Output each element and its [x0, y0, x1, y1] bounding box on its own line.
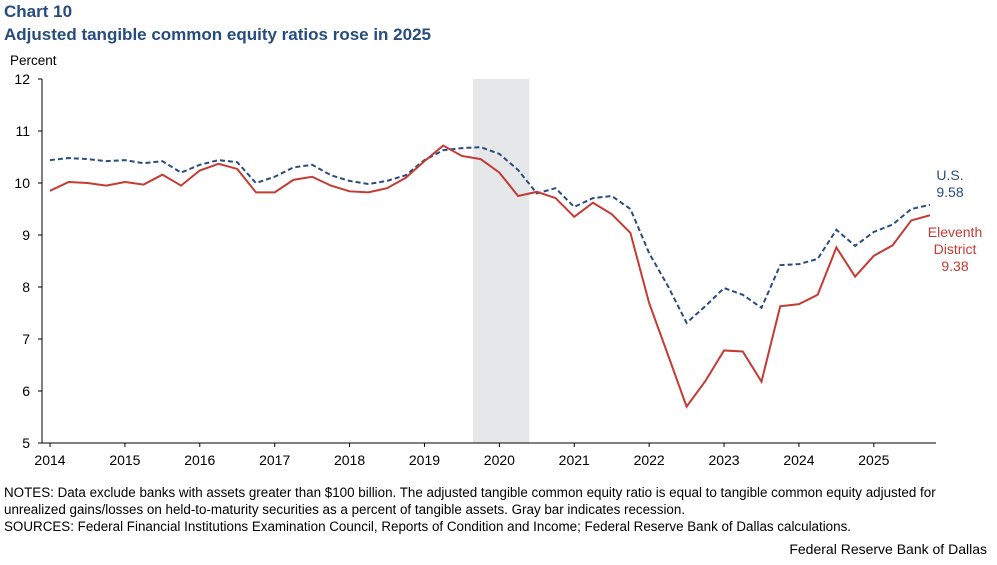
series-line	[49, 144, 931, 409]
x-tick-label: 2020	[484, 452, 515, 468]
y-axis-label: Percent	[10, 53, 57, 68]
y-tick-label: 11	[15, 123, 30, 139]
series-label-line: Eleventh	[928, 224, 982, 240]
y-tick-label: 5	[22, 435, 30, 451]
x-tick-label: 2019	[409, 452, 440, 468]
x-tick-label: 2018	[334, 452, 365, 468]
value-label: 9.58	[936, 184, 963, 200]
x-tick-label: 2015	[109, 452, 140, 468]
x-tick-label: 2023	[708, 452, 739, 468]
recession-band	[473, 79, 530, 443]
series-label: Eleventh District	[928, 224, 982, 257]
x-tick-label: 2016	[184, 452, 215, 468]
series-label-line: U.S.	[936, 167, 963, 183]
chart-title: Chart 10	[4, 2, 72, 21]
y-tick-label: 9	[22, 227, 30, 243]
sources-text: SOURCES: Federal Financial Institutions …	[4, 519, 851, 534]
x-tick-label: 2014	[34, 452, 65, 468]
x-tick-label: 2022	[634, 452, 665, 468]
value-label: 9.38	[941, 258, 968, 274]
chart-subtitle: Adjusted tangible common equity ratios r…	[4, 25, 431, 44]
x-tick-label: 2024	[783, 452, 814, 468]
x-tick-label: 2025	[858, 452, 889, 468]
chart: Chart 10 Adjusted tangible common equity…	[4, 2, 982, 468]
series-line	[49, 146, 931, 325]
notes: NOTES: Data exclude banks with assets gr…	[4, 484, 994, 535]
y-tick-label: 12	[14, 71, 30, 87]
y-tick-label: 10	[14, 175, 30, 191]
y-tick-label: 6	[22, 383, 30, 399]
x-tick-label: 2017	[259, 452, 290, 468]
series-label: U.S.	[936, 167, 963, 183]
y-tick-label: 7	[22, 331, 30, 347]
x-tick-label: 2021	[559, 452, 590, 468]
y-tick-label: 8	[22, 279, 30, 295]
credit: Federal Reserve Bank of Dallas	[789, 541, 987, 557]
series-label-line: District	[934, 241, 977, 257]
notes-text: NOTES: Data exclude banks with assets gr…	[4, 485, 936, 517]
